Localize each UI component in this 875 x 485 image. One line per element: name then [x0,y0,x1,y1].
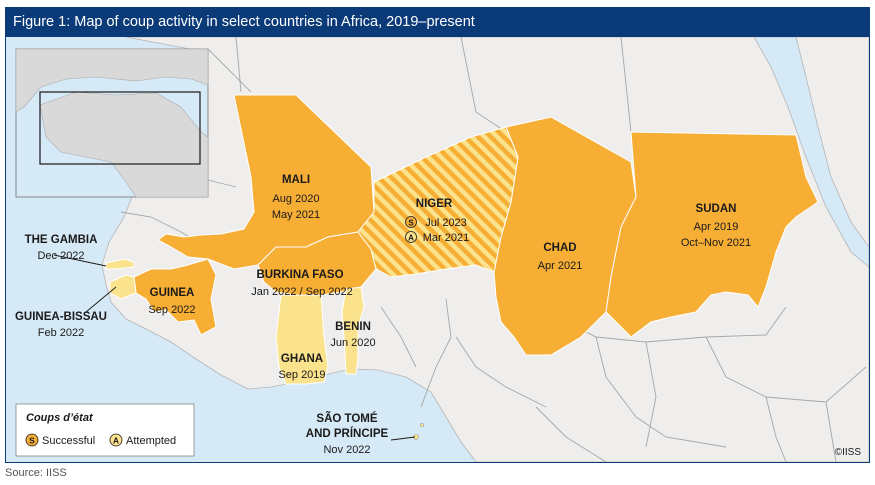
legend-title: Coups d’état [26,412,94,424]
niger-successful-symbol: S [408,219,414,228]
label-mali: MALI Aug 2020 May 2021 [272,174,320,221]
inset-map [15,48,252,198]
attempted-symbol-icon [405,231,417,243]
country-benin [341,286,365,375]
figure-frame: Figure 1: Map of coup activity in select… [5,7,870,463]
legend-successful-symbol: S [29,436,35,446]
label-burkina-name: BURKINA FASO [256,269,343,281]
legend-successful-icon [25,433,39,447]
label-ghana-date1: Sep 2019 [278,369,325,381]
leader-lines [53,254,416,441]
label-gambia-date1: Dec 2022 [37,250,84,262]
label-guinea-date1: Sep 2022 [148,304,195,316]
label-sudan: SUDAN Apr 2019 Oct–Nov 2021 [681,203,751,249]
country-ghana [275,294,329,385]
label-benin: BENIN Jun 2020 [330,321,375,349]
niger-attempted-symbol: A [408,234,414,243]
legend-attempted-label: Attempted [126,435,176,447]
country-niger [357,126,519,278]
successful-countries [133,94,819,356]
island-principe [420,423,424,427]
successful-symbol-icon [405,216,417,228]
label-benin-date1: Jun 2020 [330,337,375,349]
label-niger: NIGER S Jul 2023 A Mar 2021 [405,198,469,244]
label-chad-name: CHAD [543,242,576,254]
label-sao-tome-name: SÃO TOMÉ [316,412,377,425]
country-sudan [605,131,819,338]
label-sudan-date1: Apr 2019 [694,221,739,233]
inset-europe [15,48,209,113]
legend-attempted-symbol: A [113,436,119,446]
country-guinea [133,258,217,336]
label-guinea-bissau: GUINEA-BISSAU Feb 2022 [15,311,107,339]
label-sao-tome-date1: Nov 2022 [323,444,370,456]
label-guinea-bissau-name: GUINEA-BISSAU [15,311,107,323]
label-guinea-name: GUINEA [150,287,195,299]
map-svg: MALI Aug 2020 May 2021 NIGER S Jul 2023 … [6,37,869,462]
attempted-countries [105,258,365,385]
label-gambia-name: THE GAMBIA [25,234,98,246]
country-gambia [105,258,135,270]
label-chad-date1: Apr 2021 [538,260,583,272]
sao-tome-islands [413,423,424,440]
label-mali-date1: Aug 2020 [272,193,319,205]
label-niger-date1: Jul 2023 [425,217,467,229]
legend-successful-label: Successful [42,435,95,447]
copyright: ©IISS [835,447,862,458]
label-ghana: GHANA Sep 2019 [278,353,325,381]
figure-title: Figure 1: Map of coup activity in select… [6,8,869,37]
label-ghana-name: GHANA [281,353,323,365]
label-chad: CHAD Apr 2021 [538,242,583,272]
label-burkina-date1: Jan 2022 / Sep 2022 [251,286,353,298]
label-gambia: THE GAMBIA Dec 2022 [25,234,98,262]
label-burkina-faso: BURKINA FASO Jan 2022 / Sep 2022 [251,269,353,298]
label-mali-date2: May 2021 [272,209,320,221]
label-niger-name: NIGER [416,198,453,210]
label-mali-name: MALI [282,174,310,186]
country-burkina-faso [257,231,377,296]
inset-focus-box [39,91,201,165]
label-sudan-name: SUDAN [696,203,737,215]
legend: Coups d’état S Successful A Attempted [15,403,195,457]
label-sudan-date2: Oct–Nov 2021 [681,237,751,249]
label-sao-tome-name2: AND PRÍNCIPE [306,427,389,440]
legend-box [15,403,195,457]
label-benin-name: BENIN [335,321,371,333]
label-guinea-bissau-date1: Feb 2022 [38,327,84,339]
source-note: Source: IISS [5,467,67,479]
label-sao-tome: SÃO TOMÉ AND PRÍNCIPE Nov 2022 [306,412,389,456]
country-guinea-bissau [109,274,137,300]
label-niger-date2: Mar 2021 [423,232,469,244]
map: MALI Aug 2020 May 2021 NIGER S Jul 2023 … [6,37,869,462]
red-sea [753,37,869,268]
inset-africa [39,91,209,198]
legend-attempted-icon [109,433,123,447]
label-guinea: GUINEA Sep 2022 [148,287,195,316]
